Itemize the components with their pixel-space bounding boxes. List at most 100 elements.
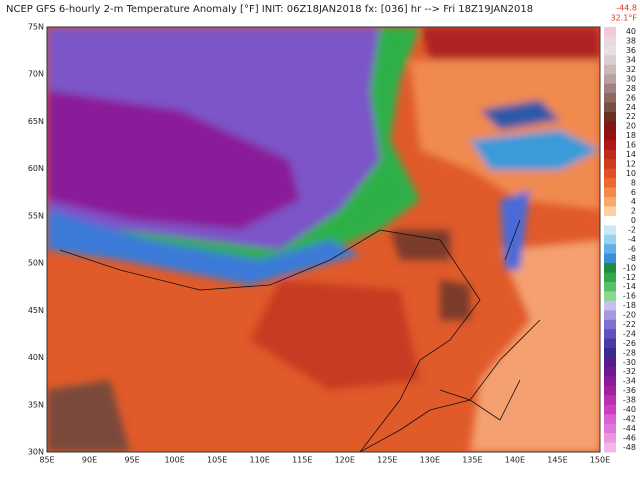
colorbar-label: -24 [623, 329, 636, 338]
colorbar-swatch [604, 244, 616, 255]
colorbar-label: -16 [623, 292, 636, 301]
colorbar-label: 20 [626, 122, 636, 131]
colorbar-label: -20 [623, 311, 636, 320]
colorbar-swatch [604, 27, 616, 37]
lat-label: 30N [28, 448, 44, 457]
lat-label: 40N [28, 353, 44, 362]
colorbar-label: -12 [623, 273, 636, 282]
lon-label: 130E [420, 456, 440, 465]
colorbar-label: -8 [628, 254, 636, 263]
colorbar-label: 30 [626, 74, 636, 83]
colorbar-swatch [604, 234, 616, 245]
colorbar-label: 10 [626, 169, 636, 178]
colorbar-swatch [604, 329, 616, 340]
colorbar-label: 6 [631, 188, 636, 197]
colorbar-swatch [604, 404, 616, 415]
colorbar-swatch [604, 45, 616, 56]
colorbar-swatch [604, 112, 616, 122]
colorbar-swatch [604, 130, 616, 141]
colorbar-label: 36 [626, 46, 636, 55]
colorbar-label: 28 [626, 84, 636, 93]
colorbar-label: 32 [626, 65, 636, 74]
colorbar-swatch [604, 149, 616, 160]
lon-label: 120E [335, 456, 355, 465]
colorbar-label: 0 [631, 216, 636, 225]
colorbar-swatch [604, 272, 616, 283]
lon-label: 95E [124, 456, 139, 465]
colorbar-label: 4 [631, 197, 636, 206]
colorbar-label: -42 [623, 414, 636, 423]
colorbar-swatch [604, 140, 616, 151]
lon-label: 100E [164, 456, 184, 465]
lon-label: 105E [207, 456, 227, 465]
colorbar-label: -4 [628, 235, 636, 244]
colorbar-swatch [604, 319, 616, 330]
lon-label: 85E [39, 456, 54, 465]
colorbar-label: 24 [626, 103, 636, 112]
colorbar-label: -30 [623, 358, 636, 367]
lat-label: 75N [28, 23, 44, 32]
lon-label: 145E [547, 456, 567, 465]
min-label: -44.8 [616, 4, 637, 13]
colorbar-label: -44 [623, 424, 636, 433]
colorbar-label: -36 [623, 386, 636, 395]
colorbar-label: -32 [623, 367, 636, 376]
colorbar-label: 18 [626, 131, 636, 140]
colorbar-swatch [604, 442, 616, 453]
map [47, 27, 600, 452]
colorbar-swatch [604, 36, 616, 47]
colorbar-swatch [604, 102, 616, 113]
colorbar-swatch [604, 385, 616, 396]
colorbar-label: -10 [623, 263, 636, 272]
colorbar-swatch [604, 291, 616, 302]
colorbar-label: -40 [623, 405, 636, 414]
colorbar-swatch [604, 263, 616, 274]
colorbar-swatch [604, 253, 616, 264]
lon-label: 115E [292, 456, 312, 465]
colorbar-swatch [604, 414, 616, 425]
colorbar-label: -6 [628, 244, 636, 253]
lat-label: 55N [28, 211, 44, 220]
colorbar-swatch [604, 93, 616, 104]
colorbar-swatch [604, 83, 616, 94]
colorbar-swatch [604, 433, 616, 444]
colorbar-swatch [604, 348, 616, 359]
colorbar-label: 38 [626, 37, 636, 46]
colorbar-label: -18 [623, 301, 636, 310]
lat-label: 70N [28, 70, 44, 79]
colorbar-swatch [604, 282, 616, 292]
colorbar-swatch [604, 225, 616, 236]
colorbar-swatch [604, 300, 616, 311]
max-label: 32.1°F [611, 14, 638, 23]
colorbar-swatch [604, 367, 616, 377]
lat-label: 65N [28, 117, 44, 126]
lat-label: 50N [28, 259, 44, 268]
lon-label: 110E [250, 456, 270, 465]
colorbar-swatch [604, 159, 616, 170]
title: NCEP GFS 6-hourly 2-m Temperature Anomal… [6, 4, 533, 15]
colorbar-label: 16 [626, 141, 636, 150]
colorbar-swatch [604, 423, 616, 434]
colorbar-label: 34 [626, 56, 636, 65]
colorbar-label: 40 [626, 27, 636, 36]
lon-label: 90E [82, 456, 97, 465]
colorbar-label: -14 [623, 282, 636, 291]
colorbar-swatch [604, 338, 616, 349]
colorbar-swatch [604, 168, 616, 179]
colorbar-label: -48 [623, 443, 636, 452]
colorbar-label: -26 [623, 339, 636, 348]
lon-label: 125E [377, 456, 397, 465]
colorbar-label: 14 [626, 150, 636, 159]
colorbar-swatch [604, 310, 616, 321]
colorbar-label: -34 [623, 377, 636, 386]
colorbar-swatch [604, 64, 616, 75]
lat-label: 60N [28, 164, 44, 173]
colorbar-label: -2 [628, 226, 636, 235]
colorbar-label: -22 [623, 320, 636, 329]
colorbar-swatch [604, 376, 616, 387]
colorbar-swatch [604, 74, 616, 85]
colorbar-swatch [604, 206, 616, 217]
lon-label: 150E [590, 456, 610, 465]
colorbar-swatch [604, 178, 616, 189]
